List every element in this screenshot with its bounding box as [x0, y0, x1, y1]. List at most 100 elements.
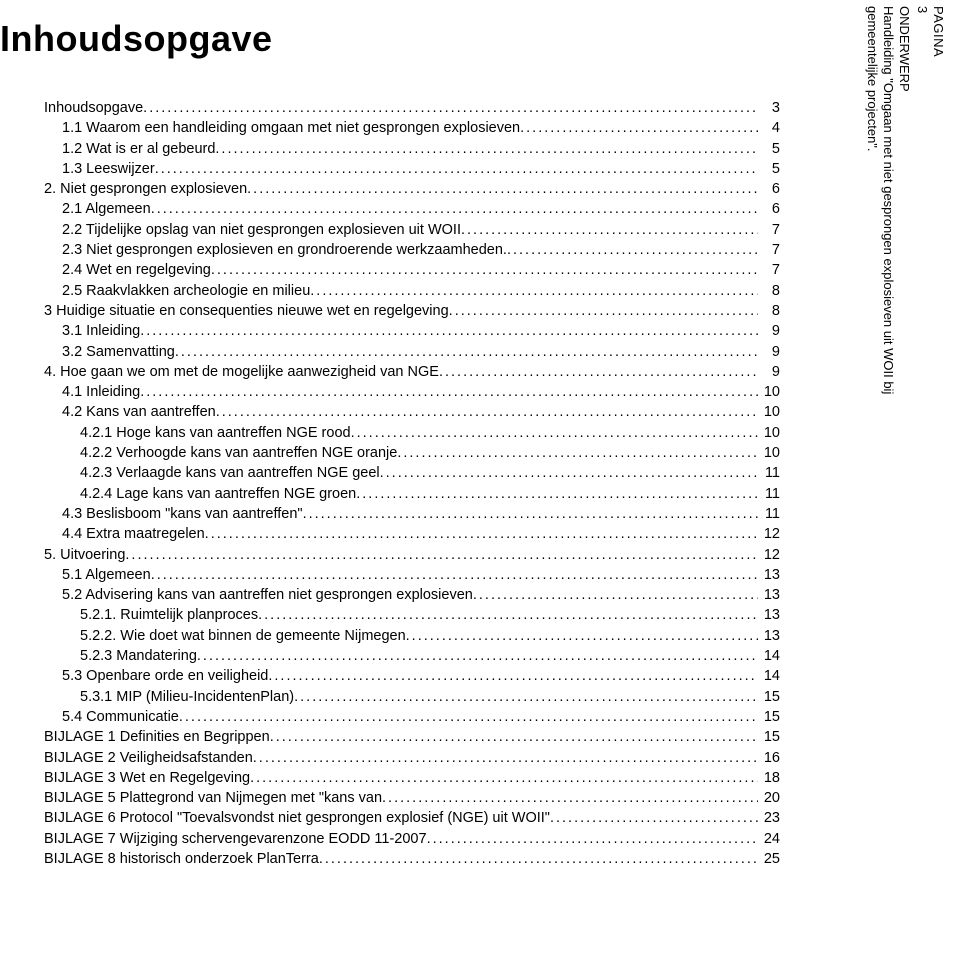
onderwerp-line1: Handleiding "Omgaan met niet gesprongen … — [881, 6, 896, 394]
toc-row: 3 Huidige situatie en consequenties nieu… — [44, 301, 780, 321]
toc-label: 5.2.3 Mandatering — [80, 646, 197, 666]
toc-leader-dots — [406, 626, 758, 646]
toc-page-number: 24 — [758, 829, 780, 849]
toc-row: 4. Hoe gaan we om met de mogelijke aanwe… — [44, 362, 780, 382]
toc-row: 5.3.1 MIP (Milieu-IncidentenPlan) 15 — [44, 687, 780, 707]
toc-row: 2.4 Wet en regelgeving7 — [44, 260, 780, 280]
toc-row: BIJLAGE 3 Wet en Regelgeving18 — [44, 768, 780, 788]
toc-leader-dots — [125, 545, 758, 565]
toc-label: 3 Huidige situatie en consequenties nieu… — [44, 301, 449, 321]
toc-page-number: 4 — [758, 118, 780, 138]
toc-leader-dots — [250, 768, 758, 788]
onderwerp-label: ONDERWERP — [897, 6, 912, 92]
toc-label: BIJLAGE 8 historisch onderzoek PlanTerra — [44, 849, 319, 869]
toc-page-number: 6 — [758, 179, 780, 199]
toc-page-number: 20 — [758, 788, 780, 808]
side-meta: ONDERWERP Handleiding "Omgaan met niet g… — [862, 6, 946, 394]
toc-page-number: 10 — [758, 423, 780, 443]
toc-page-number: 7 — [758, 240, 780, 260]
toc-label: 1.1 Waarom een handleiding omgaan met ni… — [62, 118, 520, 138]
toc-leader-dots — [351, 423, 758, 443]
toc-row: 3.2 Samenvatting9 — [44, 342, 780, 362]
toc-page-number: 10 — [758, 443, 780, 463]
toc-row: 5.2.3 Mandatering14 — [44, 646, 780, 666]
toc-label: 1.2 Wat is er al gebeurd — [62, 139, 215, 159]
toc-label: 5.2.2. Wie doet wat binnen de gemeente N… — [80, 626, 406, 646]
toc-leader-dots — [205, 524, 758, 544]
table-of-contents: Inhoudsopgave31.1 Waarom een handleiding… — [0, 98, 780, 869]
toc-page-number: 14 — [758, 666, 780, 686]
toc-row: 1.3 Leeswijzer5 — [44, 159, 780, 179]
toc-row: 4.2.3 Verlaagde kans van aantreffen NGE … — [44, 463, 780, 483]
toc-row: 2.2 Tijdelijke opslag van niet gespronge… — [44, 220, 780, 240]
toc-page-number: 12 — [758, 524, 780, 544]
toc-label: 5.2 Advisering kans van aantreffen niet … — [62, 585, 473, 605]
toc-label: 2.3 Niet gesprongen explosieven en grond… — [62, 240, 507, 260]
toc-leader-dots — [140, 321, 758, 341]
toc-label: 3.2 Samenvatting — [62, 342, 175, 362]
toc-leader-dots — [449, 301, 758, 321]
toc-leader-dots — [439, 362, 758, 382]
toc-leader-dots — [550, 808, 758, 828]
toc-leader-dots — [319, 849, 758, 869]
toc-row: 4.2 Kans van aantreffen10 — [44, 402, 780, 422]
toc-label: 5.3 Openbare orde en veiligheid — [62, 666, 268, 686]
toc-label: BIJLAGE 2 Veiligheidsafstanden — [44, 748, 253, 768]
toc-row: 5.2.2. Wie doet wat binnen de gemeente N… — [44, 626, 780, 646]
toc-page-number: 5 — [758, 159, 780, 179]
toc-page-number: 10 — [758, 402, 780, 422]
toc-row: BIJLAGE 6 Protocol "Toevalsvondst niet g… — [44, 808, 780, 828]
toc-leader-dots — [294, 687, 758, 707]
toc-row: 5.4 Communicatie15 — [44, 707, 780, 727]
toc-label: BIJLAGE 5 Plattegrond van Nijmegen met "… — [44, 788, 382, 808]
toc-leader-dots — [211, 260, 758, 280]
toc-page-number: 10 — [758, 382, 780, 402]
toc-label: Inhoudsopgave — [44, 98, 143, 118]
toc-row: BIJLAGE 5 Plattegrond van Nijmegen met "… — [44, 788, 780, 808]
toc-row: 5.2.1. Ruimtelijk planproces13 — [44, 605, 780, 625]
toc-page-number: 15 — [758, 727, 780, 747]
toc-leader-dots — [216, 402, 758, 422]
toc-page-number: 12 — [758, 545, 780, 565]
toc-page-number: 9 — [758, 321, 780, 341]
toc-row: BIJLAGE 1 Definities en Begrippen15 — [44, 727, 780, 747]
toc-page-number: 11 — [758, 484, 780, 504]
toc-label: 4.2.3 Verlaagde kans van aantreffen NGE … — [80, 463, 380, 483]
toc-page-number: 15 — [758, 687, 780, 707]
toc-row: 5. Uitvoering12 — [44, 545, 780, 565]
toc-page-number: 9 — [758, 362, 780, 382]
toc-leader-dots — [258, 605, 758, 625]
toc-row: 2.1 Algemeen6 — [44, 199, 780, 219]
toc-leader-dots — [253, 748, 758, 768]
toc-page-number: 25 — [758, 849, 780, 869]
toc-leader-dots — [151, 199, 758, 219]
toc-leader-dots — [151, 565, 758, 585]
toc-page-number: 5 — [758, 139, 780, 159]
toc-row: 4.1 Inleiding10 — [44, 382, 780, 402]
pagina-column: PAGINA 3 — [914, 6, 946, 394]
toc-row: 3.1 Inleiding9 — [44, 321, 780, 341]
toc-row: 1.1 Waarom een handleiding omgaan met ni… — [44, 118, 780, 138]
toc-leader-dots — [473, 585, 758, 605]
toc-label: 4.2.2 Verhoogde kans van aantreffen NGE … — [80, 443, 397, 463]
pagina-value: 3 — [915, 6, 930, 13]
toc-leader-dots — [310, 281, 758, 301]
toc-label: 2.4 Wet en regelgeving — [62, 260, 211, 280]
toc-page-number: 18 — [758, 768, 780, 788]
toc-page-number: 15 — [758, 707, 780, 727]
toc-label: 5.3.1 MIP (Milieu-IncidentenPlan) — [80, 687, 294, 707]
toc-row: BIJLAGE 8 historisch onderzoek PlanTerra… — [44, 849, 780, 869]
toc-label: 4.3 Beslisboom "kans van aantreffen" — [62, 504, 303, 524]
toc-page-number: 8 — [758, 281, 780, 301]
toc-row: 4.2.4 Lage kans van aantreffen NGE groen… — [44, 484, 780, 504]
toc-leader-dots — [175, 342, 758, 362]
toc-page-number: 7 — [758, 220, 780, 240]
toc-page-number: 11 — [758, 463, 780, 483]
toc-row: 2. Niet gesprongen explosieven6 — [44, 179, 780, 199]
pagina-label: PAGINA — [931, 6, 946, 57]
toc-row: 5.3 Openbare orde en veiligheid 14 — [44, 666, 780, 686]
onderwerp-column: ONDERWERP Handleiding "Omgaan met niet g… — [864, 6, 912, 394]
toc-page-number: 13 — [758, 605, 780, 625]
toc-row: 2.3 Niet gesprongen explosieven en grond… — [44, 240, 780, 260]
document-body: Inhoudsopgave Inhoudsopgave31.1 Waarom e… — [0, 0, 760, 869]
